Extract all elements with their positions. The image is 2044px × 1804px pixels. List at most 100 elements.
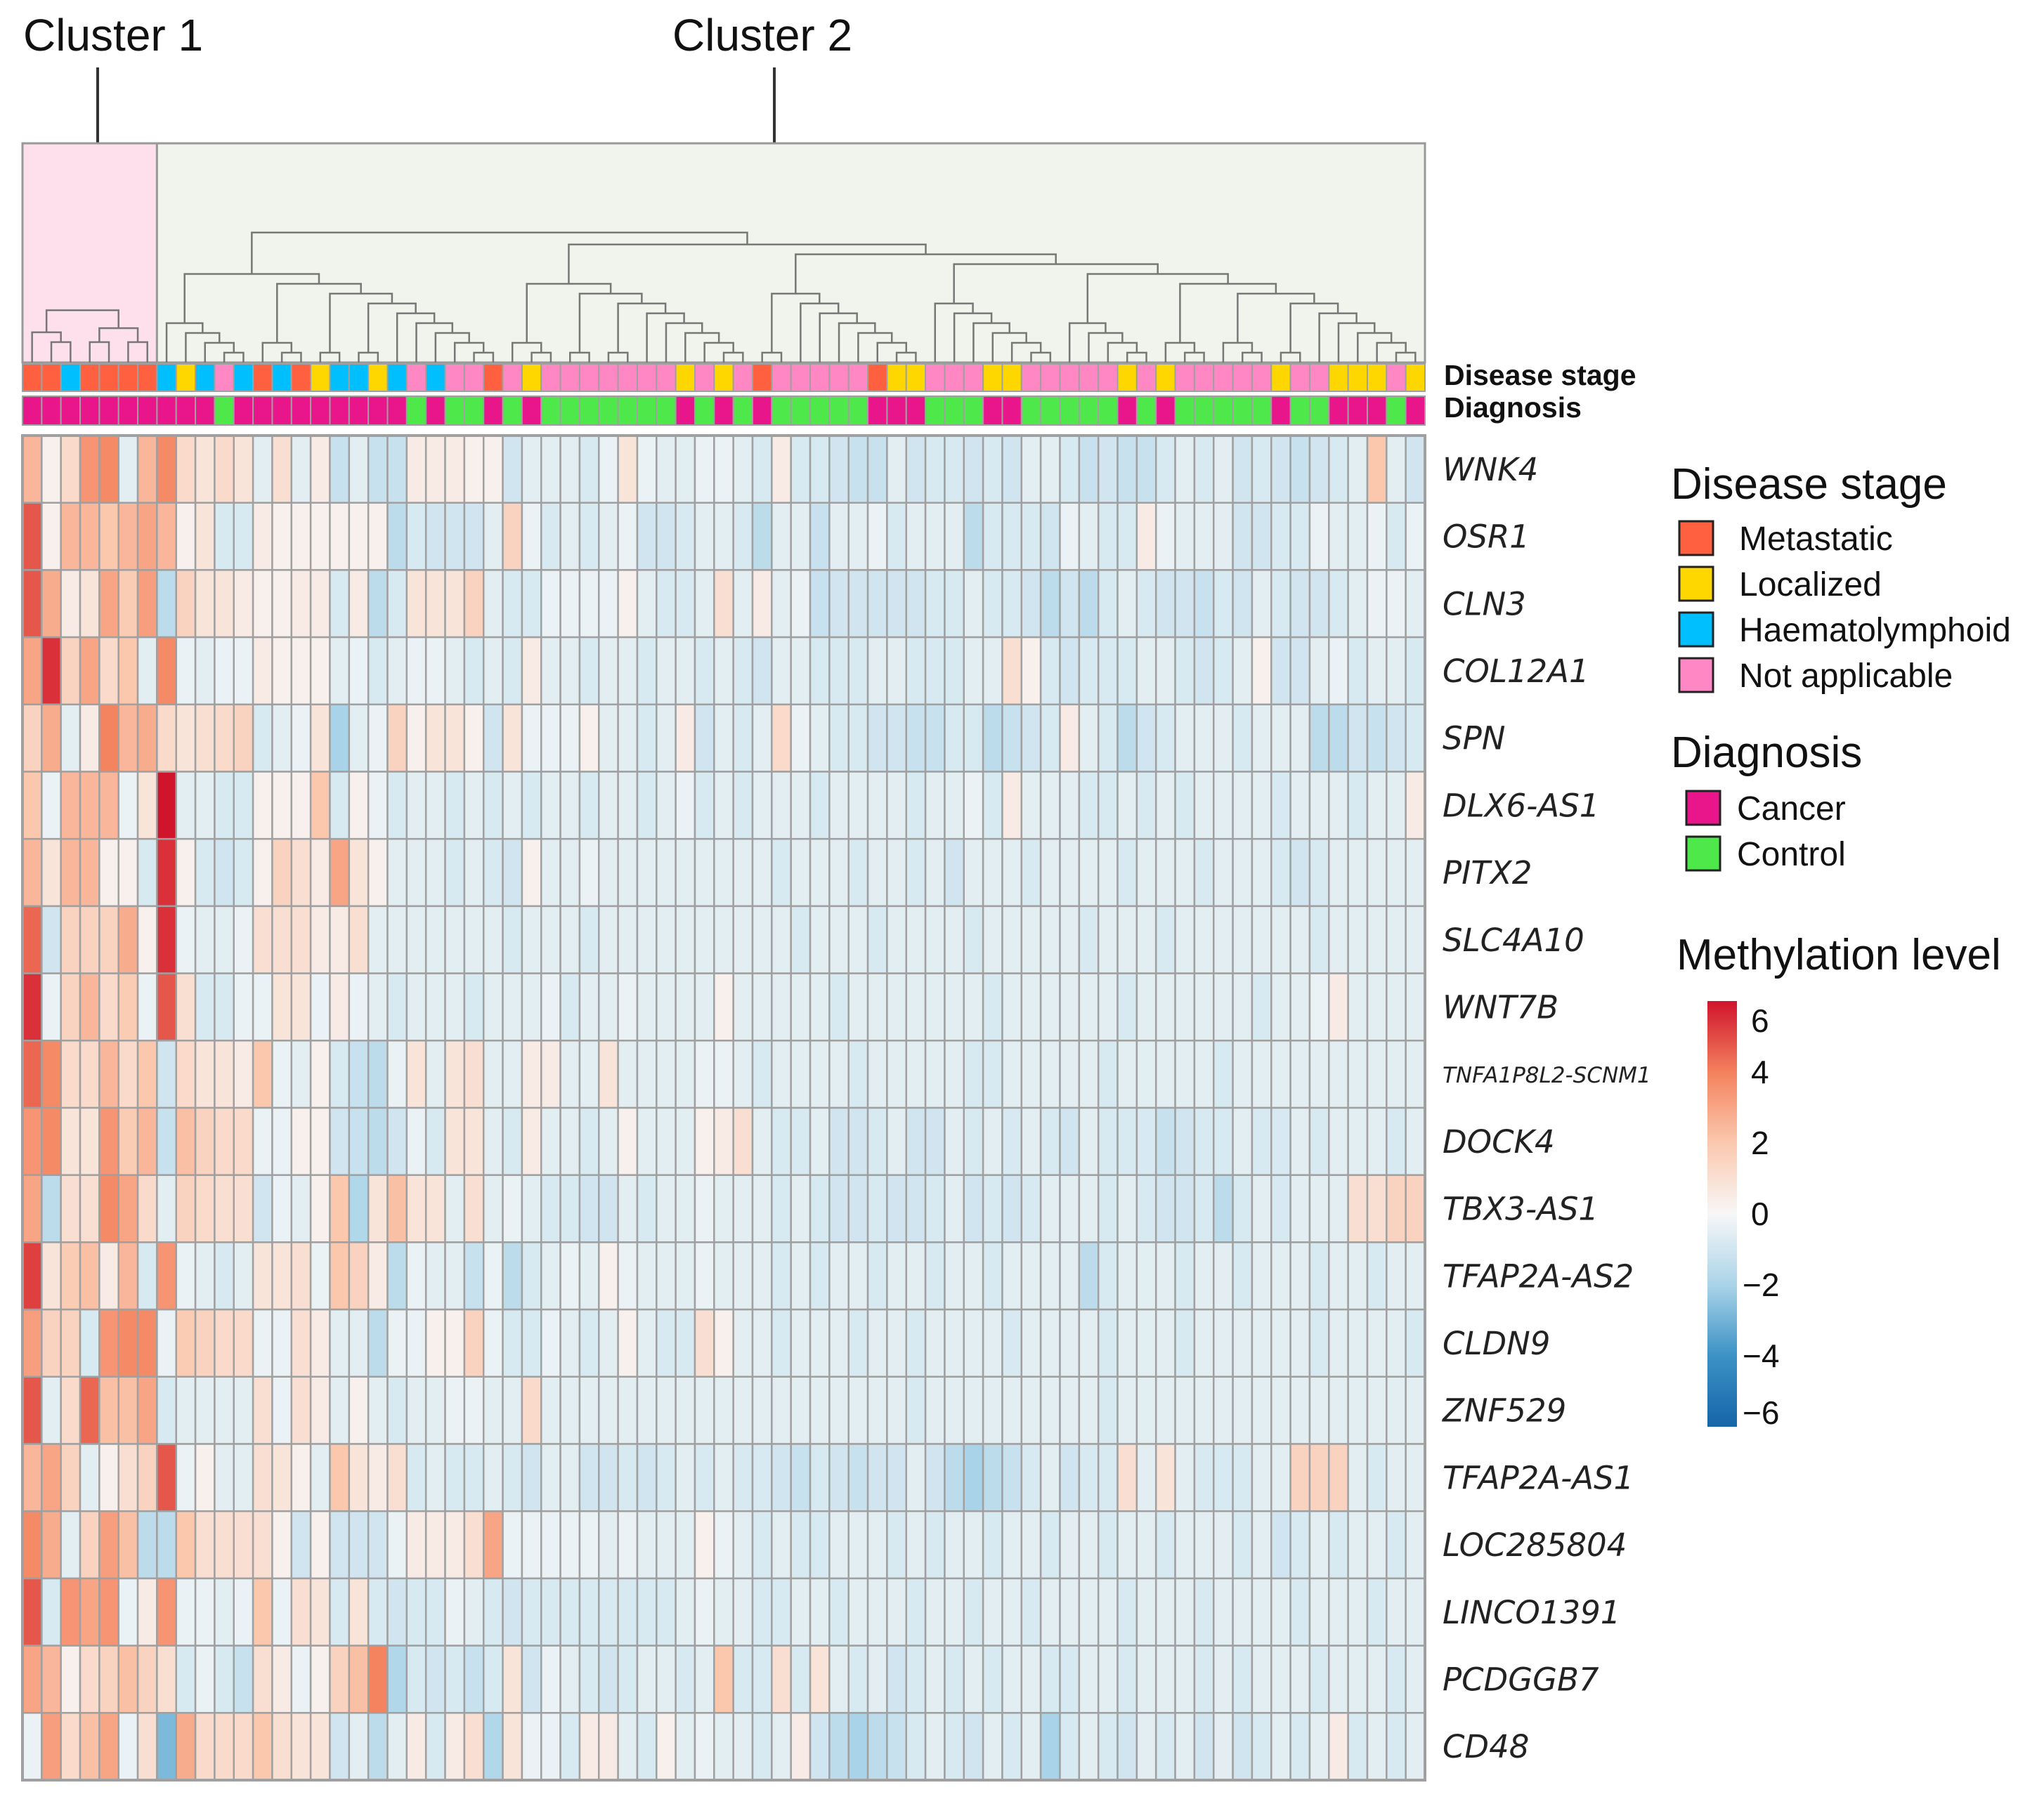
heatmap-cell: [175, 1645, 197, 1714]
heatmap-cell: [578, 703, 600, 773]
disease-stage-cell: [1174, 363, 1195, 392]
heatmap-cell: [309, 569, 331, 639]
heatmap-cell: [751, 1375, 773, 1445]
legend-label: Control: [1737, 836, 1846, 873]
heatmap-cell: [60, 972, 82, 1042]
heatmap-cell: [175, 972, 197, 1042]
heatmap-cell: [963, 905, 984, 974]
heatmap-cell: [367, 972, 389, 1042]
heatmap-cell: [1001, 1712, 1023, 1782]
heatmap-cell: [713, 972, 734, 1042]
heatmap-cell: [1328, 837, 1349, 908]
heatmap-cell: [1366, 502, 1388, 571]
cluster-labels: Cluster 1 Cluster 2: [23, 10, 852, 143]
heatmap-cell: [886, 771, 908, 840]
heatmap-cell: [828, 1241, 850, 1311]
heatmap-cell: [233, 771, 254, 840]
heatmap-cell: [790, 1106, 812, 1176]
heatmap-cell: [329, 1241, 351, 1311]
heatmap-cell: [847, 1174, 869, 1243]
heatmap-cell: [790, 1241, 812, 1311]
heatmap-cell: [1059, 1308, 1081, 1378]
heatmap-cell: [1347, 1577, 1369, 1647]
heatmap-cell: [444, 1174, 466, 1243]
colorbar-tick-label: −2: [1743, 1267, 1779, 1303]
heatmap-cell: [367, 905, 389, 974]
heatmap-cell: [1039, 1174, 1061, 1243]
heatmap-cell: [252, 1308, 273, 1378]
heatmap-cell: [1174, 1040, 1196, 1109]
heatmap-cell: [482, 434, 504, 504]
disease-stage-cell: [175, 363, 197, 392]
diagnosis-cell: [22, 396, 43, 426]
heatmap-cell: [1405, 434, 1426, 504]
heatmap-cell: [809, 636, 831, 706]
heatmap-cell: [1328, 1577, 1349, 1647]
disease-stage-cell: [540, 363, 561, 392]
heatmap-cell: [521, 1443, 542, 1512]
heatmap-cell: [252, 905, 273, 974]
heatmap-cell: [732, 1241, 754, 1311]
diagnosis-cell: [214, 396, 235, 426]
heatmap-cell: [1193, 1577, 1215, 1647]
heatmap-cell: [828, 1106, 850, 1176]
heatmap-cell: [1039, 1040, 1061, 1109]
diagnosis-cell: [752, 396, 773, 426]
heatmap-cell: [1232, 569, 1254, 639]
heatmap-cell: [463, 1645, 485, 1714]
heatmap-cell: [982, 569, 1003, 639]
heatmap-cell: [1405, 1443, 1426, 1512]
legend-swatch: [1678, 520, 1714, 556]
heatmap-cell: [751, 502, 773, 571]
heatmap-cell: [117, 905, 139, 974]
heatmap-cell: [1386, 1308, 1407, 1378]
heatmap-cell: [809, 1241, 831, 1311]
heatmap-cell: [482, 703, 504, 773]
heatmap-cell: [214, 1712, 235, 1782]
heatmap-cell: [329, 837, 351, 908]
heatmap-cell: [290, 1040, 312, 1109]
heatmap-cell: [1135, 1241, 1157, 1311]
heatmap-cell: [1270, 1375, 1291, 1445]
heatmap-cell: [309, 837, 331, 908]
heatmap-cell: [21, 434, 43, 504]
heatmap-cell: [290, 1443, 312, 1512]
heatmap-cell: [1117, 1241, 1138, 1311]
column-dendrogram: [21, 142, 1426, 364]
heatmap-cell: [1212, 1510, 1234, 1580]
heatmap-cell: [694, 1577, 715, 1647]
diagnosis-cell: [828, 396, 850, 426]
heatmap-cell: [713, 1712, 734, 1782]
heatmap-cell: [1135, 1106, 1157, 1176]
heatmap-cell: [386, 1375, 408, 1445]
heatmap-cell: [1154, 1443, 1176, 1512]
heatmap-cell: [502, 1106, 523, 1176]
heatmap-cell: [732, 1577, 754, 1647]
heatmap-cell: [348, 1443, 370, 1512]
heatmap-cell: [1154, 1577, 1176, 1647]
heatmap-cell: [444, 502, 466, 571]
heatmap-cell: [886, 1577, 908, 1647]
heatmap-cell: [348, 905, 370, 974]
diagnosis-cell: [290, 396, 312, 426]
heatmap-cell: [1232, 1712, 1254, 1782]
heatmap-cell: [944, 1645, 965, 1714]
heatmap-cell: [309, 1174, 331, 1243]
heatmap-cell: [1212, 771, 1234, 840]
heatmap-cell: [309, 502, 331, 571]
heatmap-cell: [405, 905, 427, 974]
heatmap-cell: [790, 1174, 812, 1243]
heatmap-cell: [828, 1510, 850, 1580]
heatmap-cell: [1289, 1241, 1311, 1311]
heatmap-cell: [329, 1577, 351, 1647]
heatmap-cell: [944, 636, 965, 706]
heatmap-cell: [1289, 837, 1311, 908]
heatmap-cell: [636, 1106, 658, 1176]
heatmap-cell: [847, 1241, 869, 1311]
heatmap-cell: [1270, 569, 1291, 639]
heatmap-cell: [21, 1241, 43, 1311]
heatmap-cell: [79, 771, 100, 840]
heatmap-cell: [367, 1308, 389, 1378]
disease-stage-cell: [636, 363, 658, 392]
heatmap-cell: [1020, 771, 1042, 840]
